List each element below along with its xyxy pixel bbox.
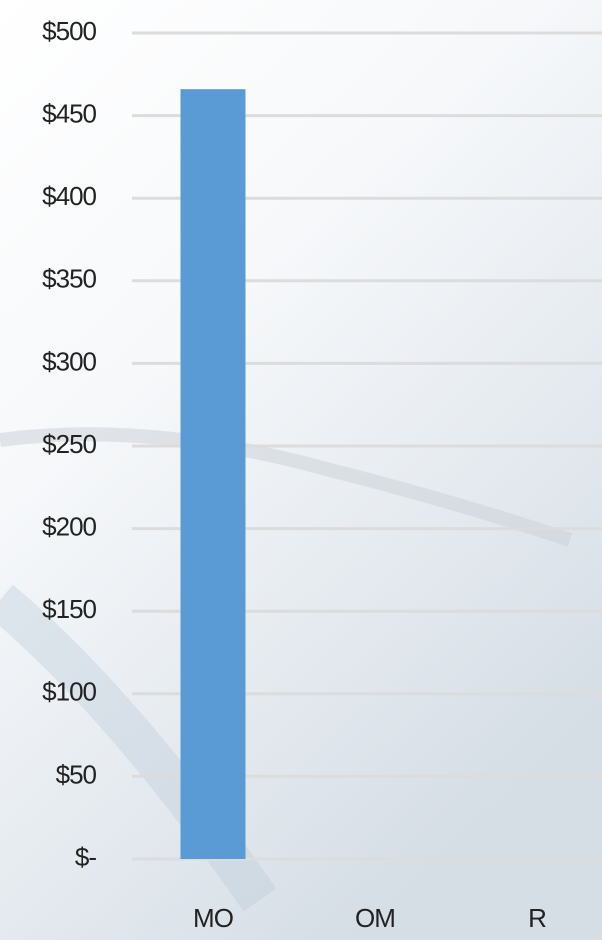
y-tick-label: $350: [42, 264, 96, 294]
y-tick-label: $300: [42, 346, 96, 376]
x-tick-label: MO: [193, 903, 233, 933]
y-tick-label: $400: [42, 181, 96, 211]
y-tick-label: $-: [75, 842, 96, 872]
y-tick-label: $150: [42, 594, 96, 624]
background: [0, 0, 602, 940]
y-tick-label: $250: [42, 429, 96, 459]
y-tick-label: $500: [42, 16, 96, 46]
y-tick-label: $450: [42, 98, 96, 128]
y-tick-label: $50: [56, 759, 97, 789]
y-tick-label: $200: [42, 511, 96, 541]
y-tick-label: $100: [42, 677, 96, 707]
x-tick-label: R: [528, 903, 546, 933]
page: {"chart_data": {"type": "bar", "categori…: [0, 0, 602, 940]
bar: [181, 89, 246, 859]
chart: $- $50 $100 $150 $200 $250 $300 $350 $400 $450 $50…: [0, 0, 602, 940]
x-tick-label: OM: [355, 903, 395, 933]
